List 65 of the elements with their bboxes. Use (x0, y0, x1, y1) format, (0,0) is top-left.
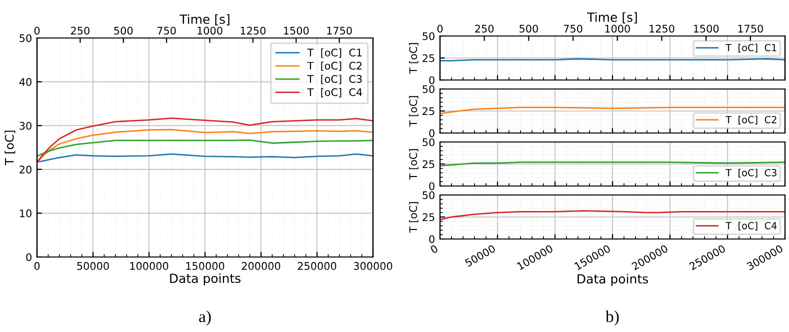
line-series (37, 117, 373, 164)
x2-tick-label: 750 (564, 24, 582, 33)
x2-tick-label: 1250 (240, 26, 266, 35)
y-tick-label: 0 (429, 235, 434, 244)
y-tick-label: 0 (429, 76, 434, 84)
x2-tick-label: 500 (520, 24, 538, 33)
x-tick-label: 50000 (77, 262, 109, 270)
y-tick-label: 25 (422, 107, 434, 116)
text: a) (199, 310, 211, 326)
x2-tick-label: 250 (71, 26, 90, 35)
line-series (440, 106, 785, 114)
line-series (37, 153, 373, 163)
y-tick-label: 25 (422, 54, 434, 62)
y-tick-label: 50 (422, 85, 434, 94)
x-tick-label: 200000 (242, 262, 280, 270)
y-tick-label: 50 (422, 138, 434, 146)
x-axis-title: Data points (170, 273, 240, 286)
y-tick-label: 50 (20, 34, 32, 42)
y-tick-label: 10 (20, 209, 32, 218)
legend-label: T [oC] C2 (726, 116, 776, 124)
y-tick-label: 20 (20, 166, 32, 174)
x-tick-label: 0 (34, 262, 40, 270)
text: b) (606, 310, 619, 326)
x-tick-label: 100000 (130, 262, 168, 270)
legend-label: T [oC] C4 (307, 88, 362, 98)
x2-tick-label: 1250 (650, 24, 674, 33)
y-tick-label: 30 (20, 122, 32, 130)
x2-tick-label: 1750 (327, 26, 352, 35)
x-tick-label: 300000 (354, 262, 392, 270)
legend-label: T [oC] C2 (307, 62, 362, 71)
x2-tick-label: 1000 (198, 26, 222, 35)
y-tick-label: 50 (422, 32, 434, 40)
y-tick-label: 0 (429, 129, 434, 138)
x2-tick-label: 250 (475, 24, 494, 33)
x2-tick-label: 0 (34, 26, 40, 35)
y-tick-label: 40 (19, 78, 32, 86)
y-axis-title: T [oC] (409, 149, 418, 180)
y-tick-label: 50 (422, 191, 434, 200)
legend-label: T [oC] C3 (726, 168, 776, 178)
x2-axis-title: Time [s] (180, 14, 230, 26)
x-axis-title: Data points (578, 274, 648, 286)
y-tick-label: 0 (429, 182, 434, 190)
x-tick-label: 250000 (298, 262, 336, 270)
x2-tick-label: 1000 (605, 24, 630, 33)
legend-label: T [oC] C3 (307, 74, 362, 84)
x2-axis-title: Time [s] (587, 12, 637, 24)
x2-tick-label: 1500 (284, 26, 309, 35)
line-series (37, 139, 373, 157)
y-axis-title: T [oC] (409, 96, 418, 127)
line-series (37, 128, 373, 164)
line-series (440, 210, 785, 220)
y-axis-title: T [oC] (409, 202, 418, 233)
x2-tick-label: 0 (437, 24, 443, 33)
x2-tick-label: 1750 (738, 24, 763, 33)
legend-label: T [oC] C1 (307, 48, 362, 58)
y-axis-title: T [oC] (4, 130, 16, 166)
y-tick-label: 25 (422, 213, 434, 222)
y-axis-title: T [oC] (409, 43, 418, 74)
x2-tick-label: 750 (157, 26, 176, 35)
x-tick-label: 150000 (186, 262, 224, 270)
x2-tick-label: 1500 (694, 24, 719, 33)
x2-tick-label: 500 (114, 26, 133, 35)
legend-label: T [oC] C4 (726, 222, 777, 230)
y-tick-label: 25 (422, 160, 434, 168)
legend-label: T [oC] C1 (726, 44, 776, 52)
